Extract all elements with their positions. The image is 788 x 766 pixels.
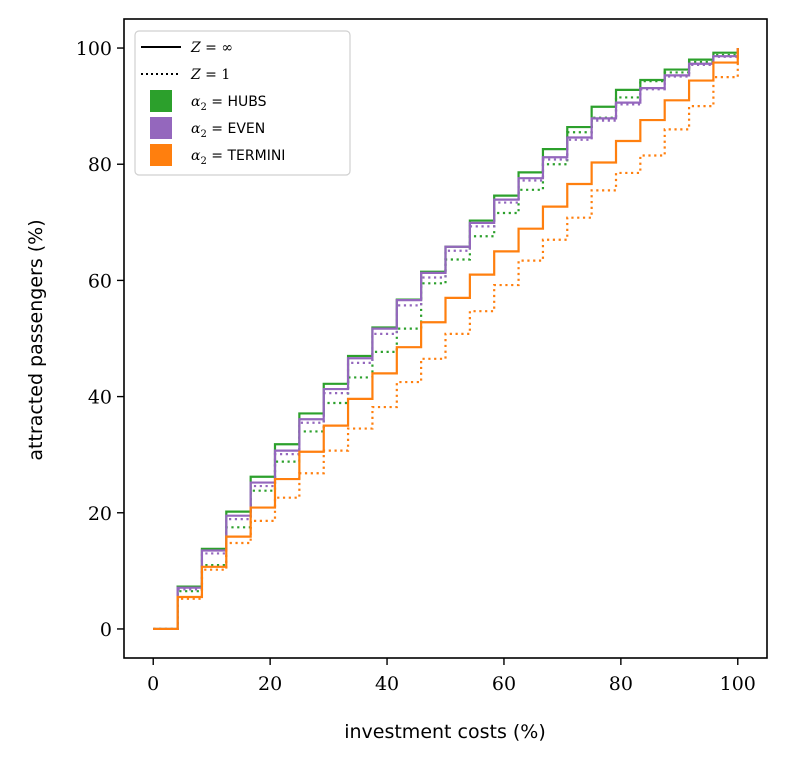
x-tick-label: 0: [147, 673, 159, 695]
legend-label-2: α2 = HUBS: [191, 94, 267, 113]
legend-patch-termini: [150, 144, 172, 166]
series-line-even-1: [153, 48, 739, 631]
x-axis-label: investment costs (%): [344, 721, 546, 743]
plot-frame: [123, 18, 768, 659]
legend-label-1: Z = 1: [190, 67, 230, 83]
series-line-termini-1: [153, 48, 739, 631]
x-tick-label: 20: [258, 673, 282, 695]
legend-patch-hubs: [150, 90, 172, 112]
legend-label-3: α2 = EVEN: [191, 121, 265, 140]
y-tick-label: 40: [88, 387, 112, 409]
x-tick-label: 100: [720, 673, 756, 695]
y-tick-label: 60: [88, 270, 112, 292]
series-layer: [153, 48, 739, 631]
x-tick-label: 60: [492, 673, 516, 695]
legend: Z = ∞ Z = 1 α2 = HUBS α2 = EVEN α2 = TERMINI: [134, 30, 351, 176]
y-tick-label: 0: [100, 619, 112, 641]
y-axis-label: attracted passengers (%): [25, 219, 47, 460]
legend-label-4: α2 = TERMINI: [191, 148, 285, 167]
legend-label-0: Z = ∞: [190, 40, 233, 56]
y-tick-label: 100: [76, 38, 112, 60]
x-ticks: 0 20 40 60 80 100: [147, 658, 756, 695]
x-tick-label: 40: [375, 673, 399, 695]
series-line-termini-inf: [153, 48, 739, 631]
x-tick-label: 80: [609, 673, 633, 695]
y-tick-label: 80: [88, 154, 112, 176]
legend-patch-even: [150, 117, 172, 139]
legend-box: [134, 30, 351, 176]
y-tick-label: 20: [88, 503, 112, 525]
series-line-even-inf: [153, 48, 739, 631]
y-ticks: 0 20 40 60 80 100: [76, 38, 124, 641]
